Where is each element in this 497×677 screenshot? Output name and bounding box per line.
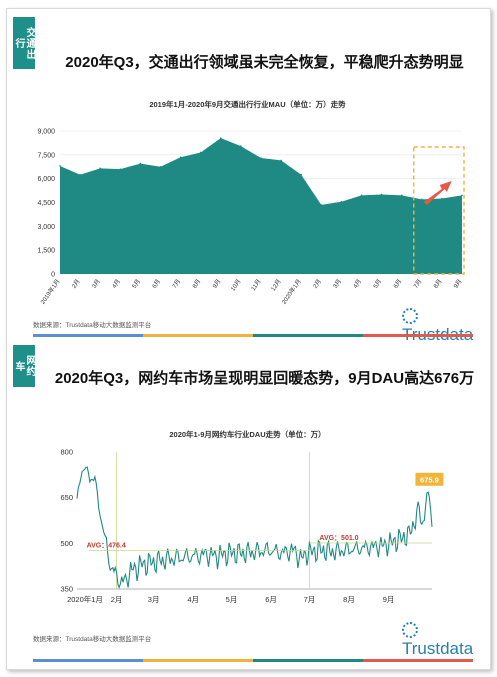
x-tick-label: 7月 xyxy=(304,595,316,604)
x-tick-label: 2月 xyxy=(312,278,323,290)
y-tick-label: 3,000 xyxy=(37,224,55,231)
data-point xyxy=(400,194,403,197)
x-tick-label: 6月 xyxy=(392,278,403,290)
data-source: 数据来源：Trustdata移动大数据监测平台 xyxy=(33,636,152,643)
x-tick-label: 3月 xyxy=(91,278,102,290)
x-tick-label: 7月 xyxy=(412,278,423,290)
y-tick-label: 800 xyxy=(60,448,73,457)
data-point xyxy=(360,194,363,197)
x-tick-label: 3月 xyxy=(332,278,343,290)
report-frame xyxy=(6,8,491,670)
mau-area xyxy=(60,138,462,274)
panel-transport: 交通出行 2020年Q3，交通出行领域虽未完全恢复，平稳爬升态势明显 2019年… xyxy=(7,9,488,344)
x-tick-label: 6月 xyxy=(265,595,277,604)
x-tick-label: 5月 xyxy=(226,595,238,604)
x-tick-label: 12月 xyxy=(270,278,283,292)
y-tick-label: 500 xyxy=(60,539,73,548)
x-tick-label: 4月 xyxy=(111,278,122,290)
y-tick-label: 0 xyxy=(51,272,55,279)
x-tick-label: 4月 xyxy=(187,595,199,604)
data-point xyxy=(139,162,142,165)
x-tick-label: 8月 xyxy=(191,278,202,290)
panel-headline: 2020年Q3，网约车市场呈现明显回暖态势，9月DAU高达676万 xyxy=(54,370,475,387)
section-tag: 网约车 xyxy=(13,345,35,387)
y-tick-label: 1,500 xyxy=(37,248,55,255)
y-tick-label: 4,500 xyxy=(37,200,55,207)
x-tick-label: 4月 xyxy=(352,278,363,290)
color-strip xyxy=(33,334,473,337)
x-tick-label: 6月 xyxy=(151,278,162,290)
x-tick-label: 2020年1月 xyxy=(67,594,103,604)
data-point xyxy=(340,200,343,203)
x-tick-label: 9月 xyxy=(211,278,222,290)
mau-area-chart: 0 1,500 3,000 4,500 6,000 7,500 9,000 2019年1月 2月… xyxy=(37,129,465,306)
x-tick-label: 8月 xyxy=(432,278,443,290)
dau-series-line xyxy=(76,466,433,590)
avg-label-h1: AVG：476.4 xyxy=(87,543,126,550)
x-tick-label: 11月 xyxy=(250,278,263,292)
x-tick-label: 2月 xyxy=(111,595,123,604)
y-tick-label: 9,000 xyxy=(37,129,55,136)
data-source: 数据来源：Trustdata移动大数据监测平台 xyxy=(33,322,152,329)
x-tick-label: 9月 xyxy=(453,278,464,290)
x-tick-label: 9月 xyxy=(383,595,395,604)
x-tick-label: 2月 xyxy=(71,278,82,290)
y-tick-label: 650 xyxy=(60,493,73,502)
data-point xyxy=(59,165,61,167)
y-tick-label: 7,500 xyxy=(37,152,55,159)
data-point xyxy=(79,173,81,176)
data-point xyxy=(421,198,423,201)
data-point xyxy=(220,137,222,139)
peak-label: 675.9 xyxy=(420,475,439,484)
section-tag: 交通出行 xyxy=(13,17,35,69)
q3-highlight-box xyxy=(413,146,465,275)
data-point xyxy=(320,204,323,206)
data-point xyxy=(99,167,101,170)
peak-badge xyxy=(415,472,444,486)
data-point xyxy=(280,159,282,162)
data-point xyxy=(461,194,463,197)
data-point xyxy=(119,168,122,170)
data-point xyxy=(300,173,303,176)
logo-mark-icon xyxy=(402,621,418,638)
data-point xyxy=(380,193,383,196)
x-tick-label: 7月 xyxy=(171,278,182,290)
y-tick-label: 350 xyxy=(60,585,73,594)
data-point xyxy=(179,156,182,159)
x-tick-label: 5月 xyxy=(372,278,383,290)
trustdata-logo: Trustdata xyxy=(402,619,488,659)
data-point xyxy=(260,157,262,159)
panel-ridehailing: 网约车 2020年Q3，网约车市场呈现明显回暖态势，9月DAU高达676万 20… xyxy=(7,337,488,665)
chart-title: 2020年1-9月网约车行业DAU走势（单位：万） xyxy=(169,430,326,439)
data-point xyxy=(441,197,443,200)
x-tick-label: 2019年1月 xyxy=(39,278,62,306)
x-tick-label: 2020年1月 xyxy=(280,278,303,306)
data-point xyxy=(199,151,202,154)
x-tick-label: 8月 xyxy=(343,595,355,604)
data-point xyxy=(240,145,242,147)
panel-headline: 2020年Q3，交通出行领域虽未完全恢复，平稳爬升态势明显 xyxy=(65,54,464,71)
y-tick-label: 6,000 xyxy=(37,176,55,183)
trend-arrow-icon xyxy=(423,181,452,205)
logo-mark-icon xyxy=(402,307,418,324)
chart-title: 2019年1月-2020年9月交通出行行业MAU（单位：万）走势 xyxy=(149,100,346,109)
avg-label-q3: AVG：501.0 xyxy=(319,535,358,542)
x-tick-label: 5月 xyxy=(131,278,142,290)
dau-line-chart: 350 500 650 800 2020年1月 2月 3月 4月 5月 6月 7月 8月 9月 AVG：4… xyxy=(60,448,444,604)
data-point xyxy=(159,165,162,168)
x-tick-label: 10月 xyxy=(230,278,243,292)
color-strip xyxy=(33,659,473,662)
x-tick-label: 3月 xyxy=(148,595,160,604)
